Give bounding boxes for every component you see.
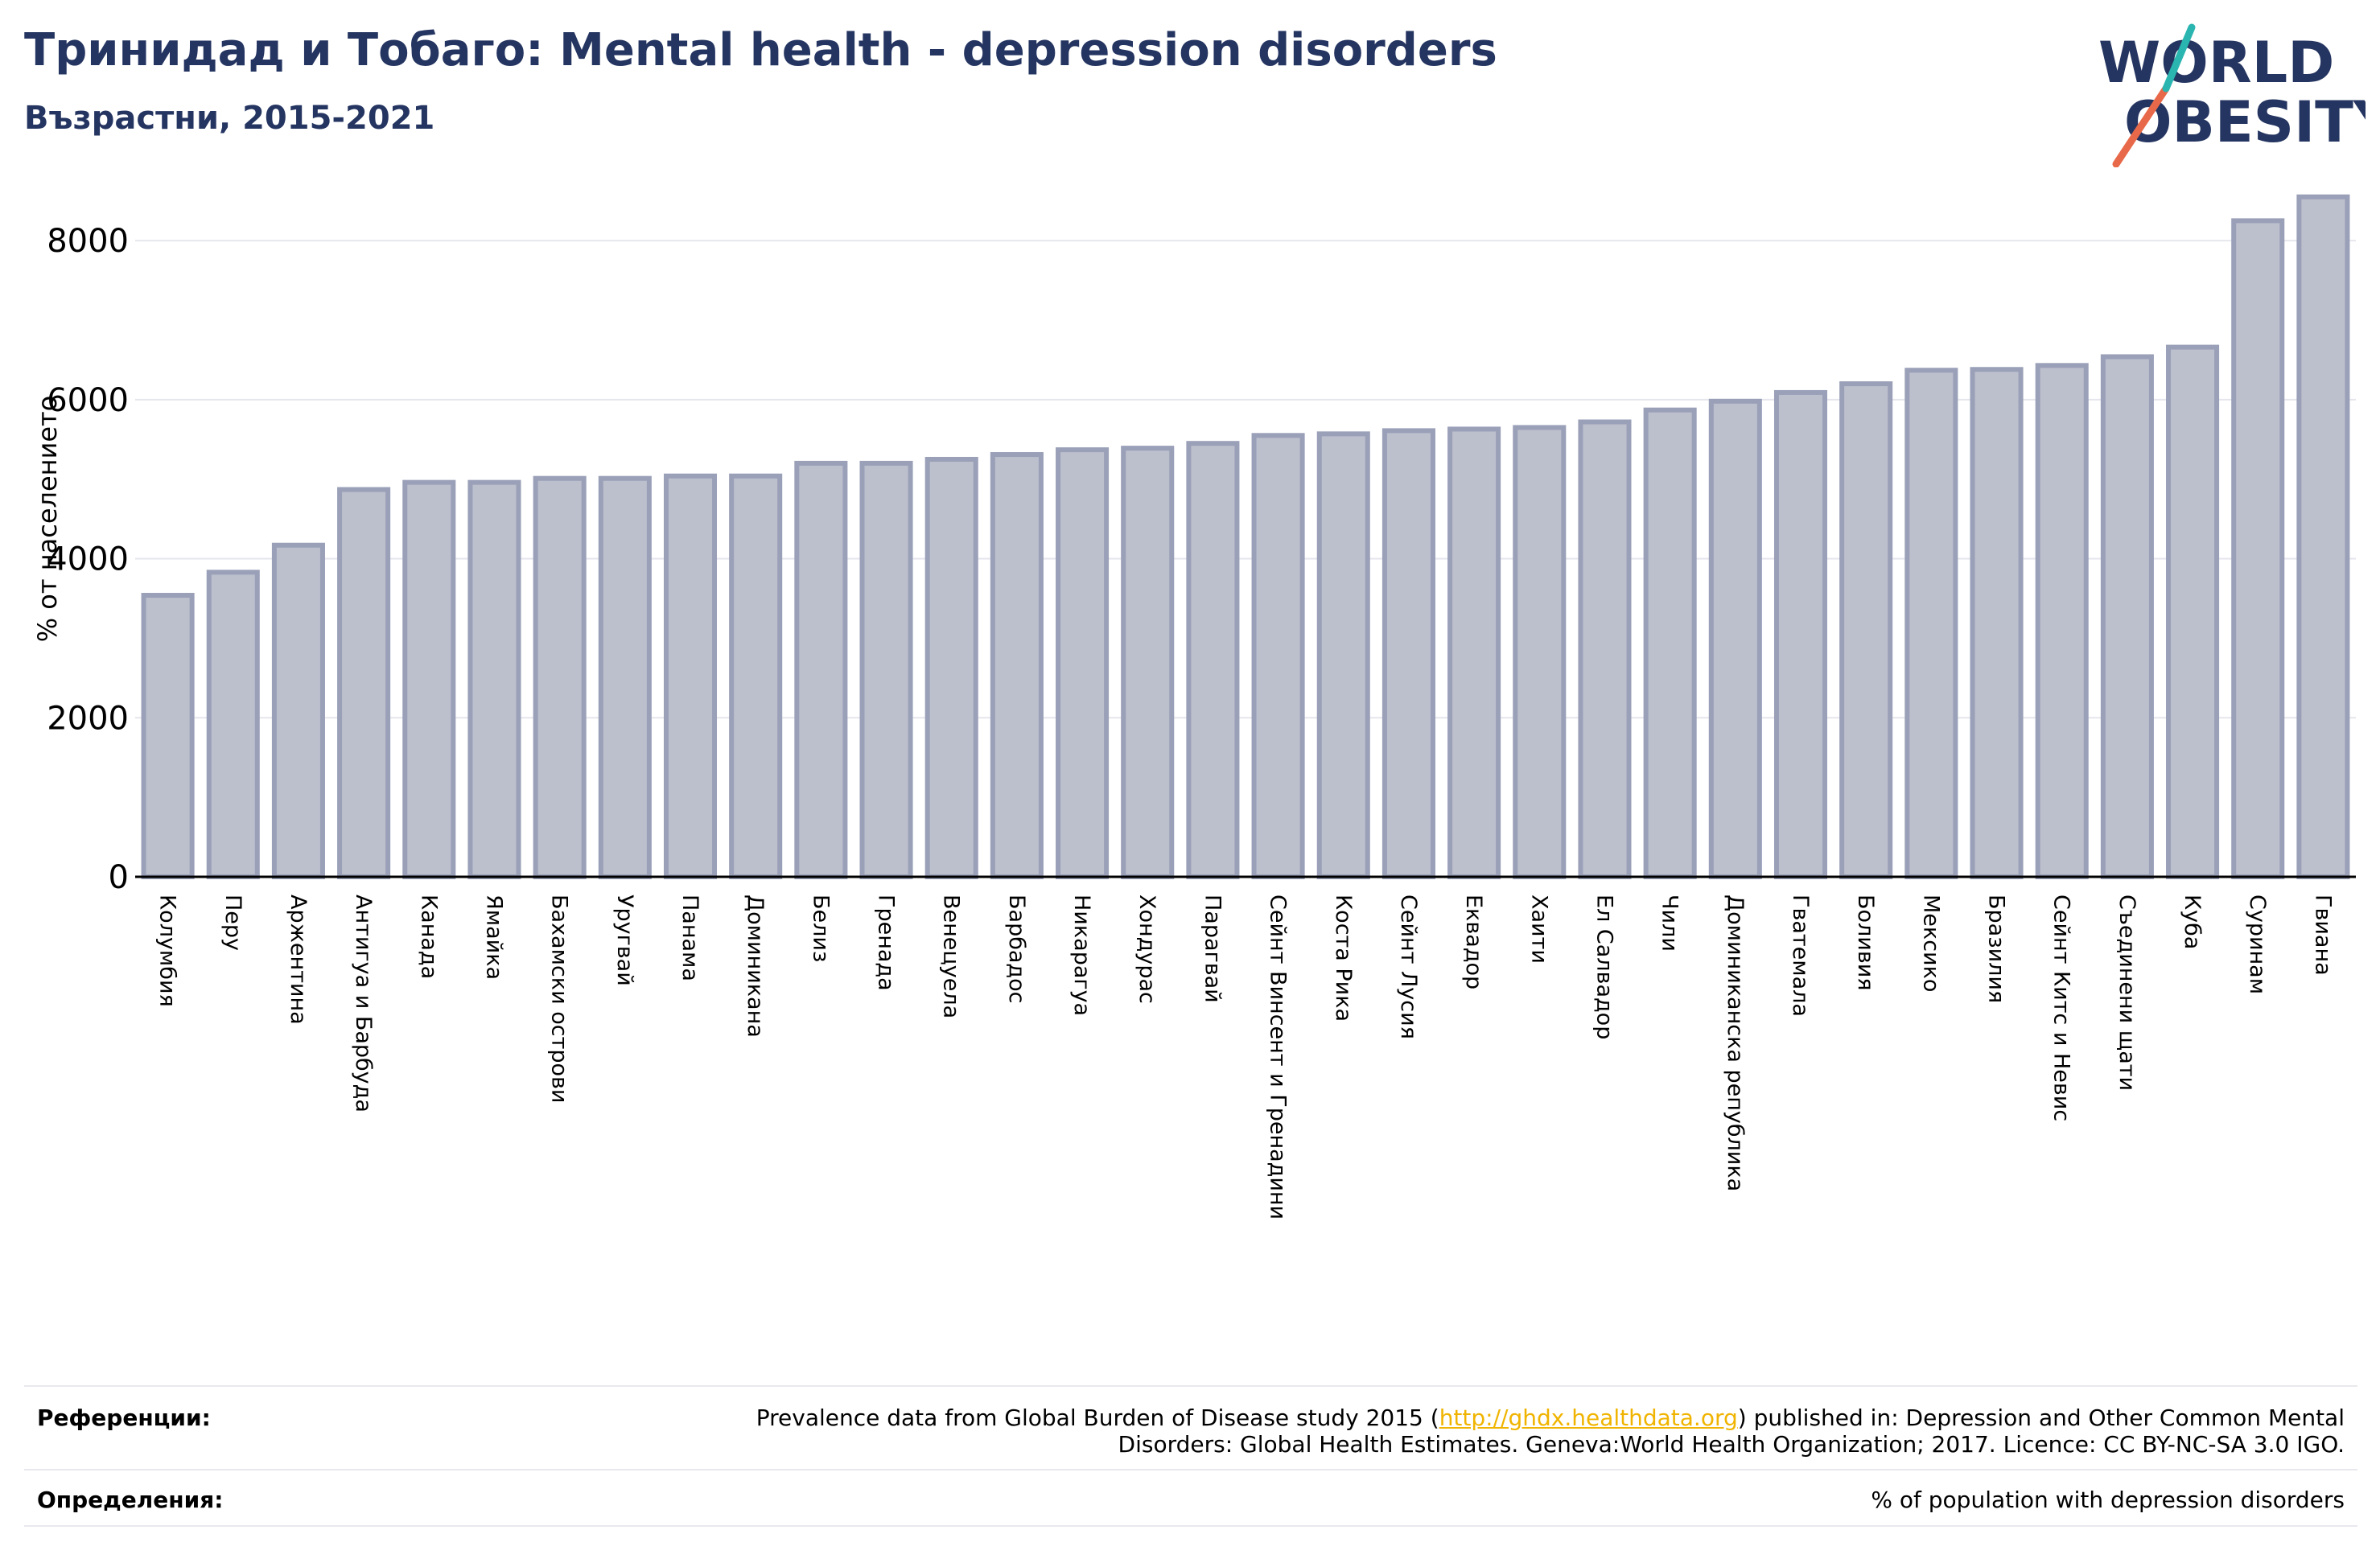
references-row: Референции: Prevalence data from Global … [24, 1385, 2357, 1472]
x-tick-label: Чили [1657, 895, 1682, 952]
x-tick-label: Антигуа и Барбуда [351, 895, 376, 1113]
x-tick-label: Аржентина [286, 895, 311, 1025]
x-tick-label: Канада [416, 895, 441, 979]
x-tick-label: Ямайка [481, 895, 506, 980]
bar-11[interactable] [794, 460, 848, 879]
x-tick-label: Сейнт Лусия [1396, 895, 1421, 1039]
bar-14[interactable] [990, 452, 1044, 879]
x-tick-label: Суринам [2245, 895, 2270, 994]
references-text-2: ) published in: Depression and Other Com… [1737, 1405, 2345, 1431]
bar-28[interactable] [1904, 368, 1958, 879]
x-tick-label: Боливия [1853, 895, 1878, 991]
bar-12[interactable] [859, 460, 913, 879]
chart-subtitle: Възрастни, 2015-2021 [24, 100, 435, 137]
y-tick-label: 6000 [47, 382, 129, 419]
y-tick-label: 0 [109, 859, 129, 896]
bar-34[interactable] [2296, 194, 2350, 880]
bar-4[interactable] [337, 487, 391, 880]
x-tick-label: Барбадос [1004, 895, 1029, 1003]
bar-5[interactable] [402, 479, 456, 879]
bar-24[interactable] [1643, 407, 1697, 879]
bar-33[interactable] [2231, 218, 2285, 879]
x-tick-label: Сейнт Китс и Невис [2049, 895, 2074, 1121]
bar-21[interactable] [1447, 426, 1501, 879]
bar-layer [141, 194, 2350, 880]
bar-30[interactable] [2035, 363, 2089, 879]
logo-slash-teal [2162, 23, 2196, 93]
x-tick-label: Венецуела [939, 895, 964, 1018]
chart-title: Тринидад и Тобаго: Mental health - depre… [24, 24, 1497, 76]
x-tick-label: Гватемала [1788, 895, 1813, 1017]
bar-26[interactable] [1773, 389, 1828, 879]
x-tick-label: Ел Салвадор [1591, 895, 1616, 1039]
logo-slash-orange [2112, 84, 2170, 167]
x-tick-label: Доминиканска република [1723, 895, 1748, 1191]
y-tick-label: 2000 [47, 700, 129, 737]
references-text: Prevalence data from Global Burden of Di… [756, 1405, 2345, 1458]
references-text-3: Disorders: Global Health Estimates. Gene… [1118, 1431, 2345, 1458]
y-tick-label: 4000 [47, 541, 129, 578]
bar-20[interactable] [1381, 428, 1435, 879]
world-obesity-logo: WORLD OBESITY [2098, 23, 2366, 167]
bar-7[interactable] [533, 475, 587, 879]
bar-17[interactable] [1186, 441, 1240, 879]
bar-27[interactable] [1839, 381, 1893, 879]
bar-13[interactable] [924, 456, 978, 879]
bar-6[interactable] [467, 479, 521, 879]
bar-1[interactable] [141, 593, 195, 879]
logo-text-world: WORLD [2098, 30, 2334, 96]
x-tick-label: Бахамски острови [547, 895, 572, 1103]
bar-16[interactable] [1121, 446, 1175, 879]
x-tick-label: Перу [220, 895, 245, 951]
definitions-label: Определения: [37, 1487, 224, 1513]
bar-15[interactable] [1056, 447, 1110, 879]
x-tick-label: Съединени щати [2114, 895, 2139, 1091]
x-tick-label: Еквадор [1461, 895, 1486, 989]
bar-3[interactable] [271, 542, 325, 879]
bar-2[interactable] [206, 570, 260, 880]
bar-10[interactable] [729, 473, 783, 880]
y-tick-label: 8000 [47, 223, 129, 260]
bar-23[interactable] [1578, 419, 1632, 879]
x-tick-label: Гренада [874, 895, 899, 991]
bar-25[interactable] [1708, 398, 1762, 879]
bar-8[interactable] [598, 475, 652, 879]
x-tick-label: Парагвай [1200, 895, 1225, 1003]
bar-19[interactable] [1316, 431, 1370, 879]
definitions-text: % of population with depression disorder… [1871, 1487, 2345, 1513]
x-tick-label: Белиз [808, 895, 833, 962]
bar-22[interactable] [1513, 425, 1567, 879]
bar-18[interactable] [1251, 433, 1305, 879]
x-tick-label: Хондурас [1134, 895, 1159, 1004]
x-tick-label: Хаити [1526, 895, 1551, 964]
bar-32[interactable] [2166, 344, 2220, 879]
x-tick-label: Коста Рика [1331, 895, 1356, 1022]
bar-chart: 0 2000 4000 6000 8000 Колумбия Перу Аржентина Ан… [32, 194, 2356, 1219]
y-axis-title: % от населението [32, 396, 63, 643]
x-tick-label: Сейнт Винсент и Гренадини [1266, 895, 1291, 1219]
logo-text-obesity: OBESITY [2124, 89, 2366, 155]
x-tick-label: Бразилия [1984, 895, 2009, 1003]
x-tick-label: Уругвай [612, 895, 637, 986]
x-tick-label: Мексико [1918, 895, 1943, 992]
bar-31[interactable] [2100, 354, 2154, 879]
x-tick-label: Куба [2180, 895, 2205, 949]
x-tick-label: Доминикана [743, 895, 768, 1038]
label-layer: 0 2000 4000 6000 8000 Колумбия Перу Аржентина Ан… [47, 223, 2335, 1219]
x-tick-label: Гвиана [2310, 895, 2335, 976]
bar-29[interactable] [1970, 367, 2024, 879]
references-label: Референции: [37, 1405, 211, 1431]
x-tick-label: Панама [677, 895, 702, 981]
references-link[interactable]: http://ghdx.healthdata.org [1439, 1405, 1738, 1431]
bar-9[interactable] [663, 473, 718, 880]
references-text-1: Prevalence data from Global Burden of Di… [756, 1405, 1439, 1431]
x-tick-label: Никарагуа [1069, 895, 1094, 1016]
x-tick-label: Колумбия [155, 895, 180, 1007]
definitions-row: Определения: % of population with depres… [24, 1469, 2357, 1527]
